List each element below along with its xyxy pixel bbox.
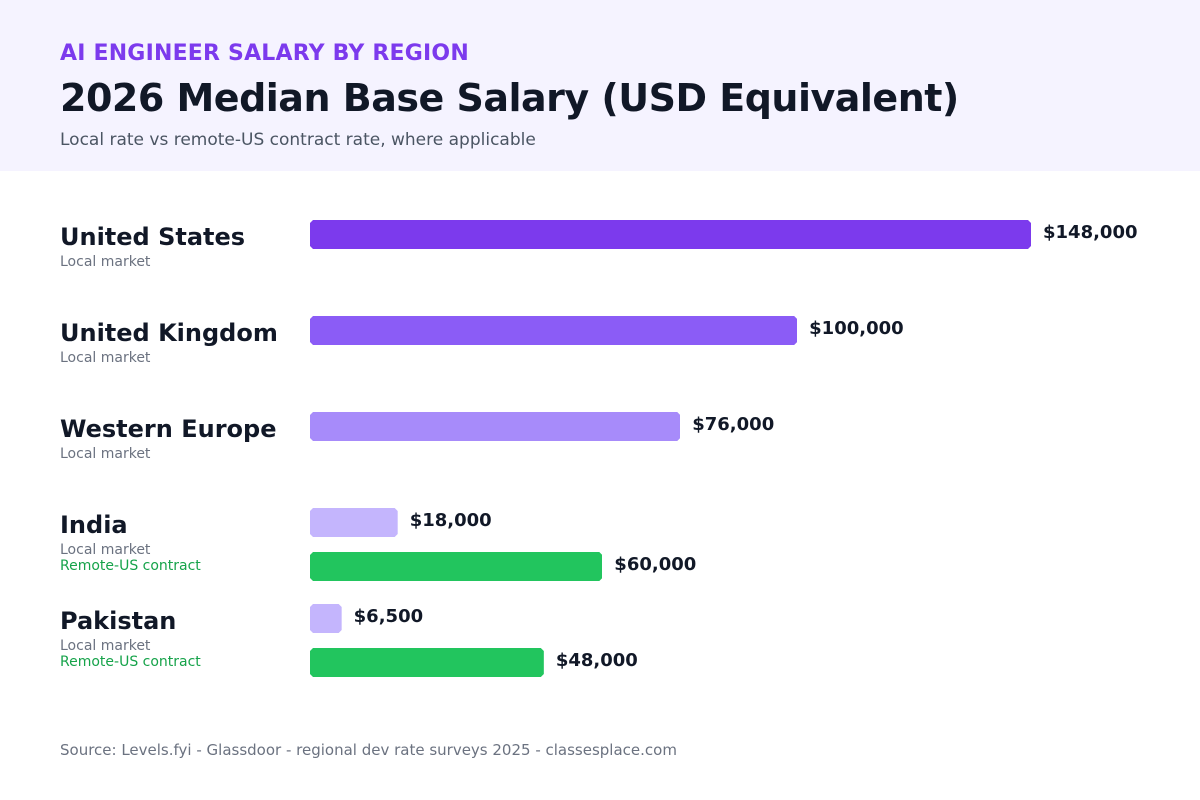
region-name-western-europe: Western Europe <box>60 415 277 443</box>
chart-subtitle: Local rate vs remote-US contract rate, w… <box>60 130 536 150</box>
series-label-pakistan-0: Local market <box>60 638 151 654</box>
region-name-united-states: United States <box>60 223 246 251</box>
value-label-india-1: $60,000 <box>614 554 697 575</box>
series-label-united-kingdom-0: Local market <box>60 350 151 366</box>
bar-united-states-0 <box>310 220 1031 249</box>
bar-india-1 <box>310 552 602 581</box>
value-label-pakistan-0: $6,500 <box>353 606 424 627</box>
series-label-india-1: Remote-US contract <box>60 558 201 574</box>
bar-united-kingdom-0 <box>310 316 797 345</box>
value-label-western-europe-0: $76,000 <box>692 414 775 435</box>
series-label-united-states-0: Local market <box>60 254 151 270</box>
chart-header: AI ENGINEER SALARY BY REGION 2026 Median… <box>0 0 1200 171</box>
bar-pakistan-1 <box>310 648 544 677</box>
series-label-india-0: Local market <box>60 542 151 558</box>
bar-western-europe-0 <box>310 412 680 441</box>
bar-india-0 <box>310 508 398 537</box>
region-name-pakistan: Pakistan <box>60 607 177 635</box>
bar-pakistan-0 <box>310 604 342 633</box>
value-label-pakistan-1: $48,000 <box>555 650 638 671</box>
region-name-united-kingdom: United Kingdom <box>60 319 278 347</box>
region-name-india: India <box>60 511 128 539</box>
source-note: Source: Levels.fyi - Glassdoor - regiona… <box>60 741 677 759</box>
series-label-western-europe-0: Local market <box>60 446 151 462</box>
value-label-united-kingdom-0: $100,000 <box>809 318 904 339</box>
value-label-united-states-0: $148,000 <box>1043 222 1138 243</box>
chart-eyebrow: AI ENGINEER SALARY BY REGION <box>60 41 469 66</box>
series-label-pakistan-1: Remote-US contract <box>60 654 201 670</box>
chart-title: 2026 Median Base Salary (USD Equivalent) <box>60 76 959 120</box>
value-label-india-0: $18,000 <box>409 510 492 531</box>
